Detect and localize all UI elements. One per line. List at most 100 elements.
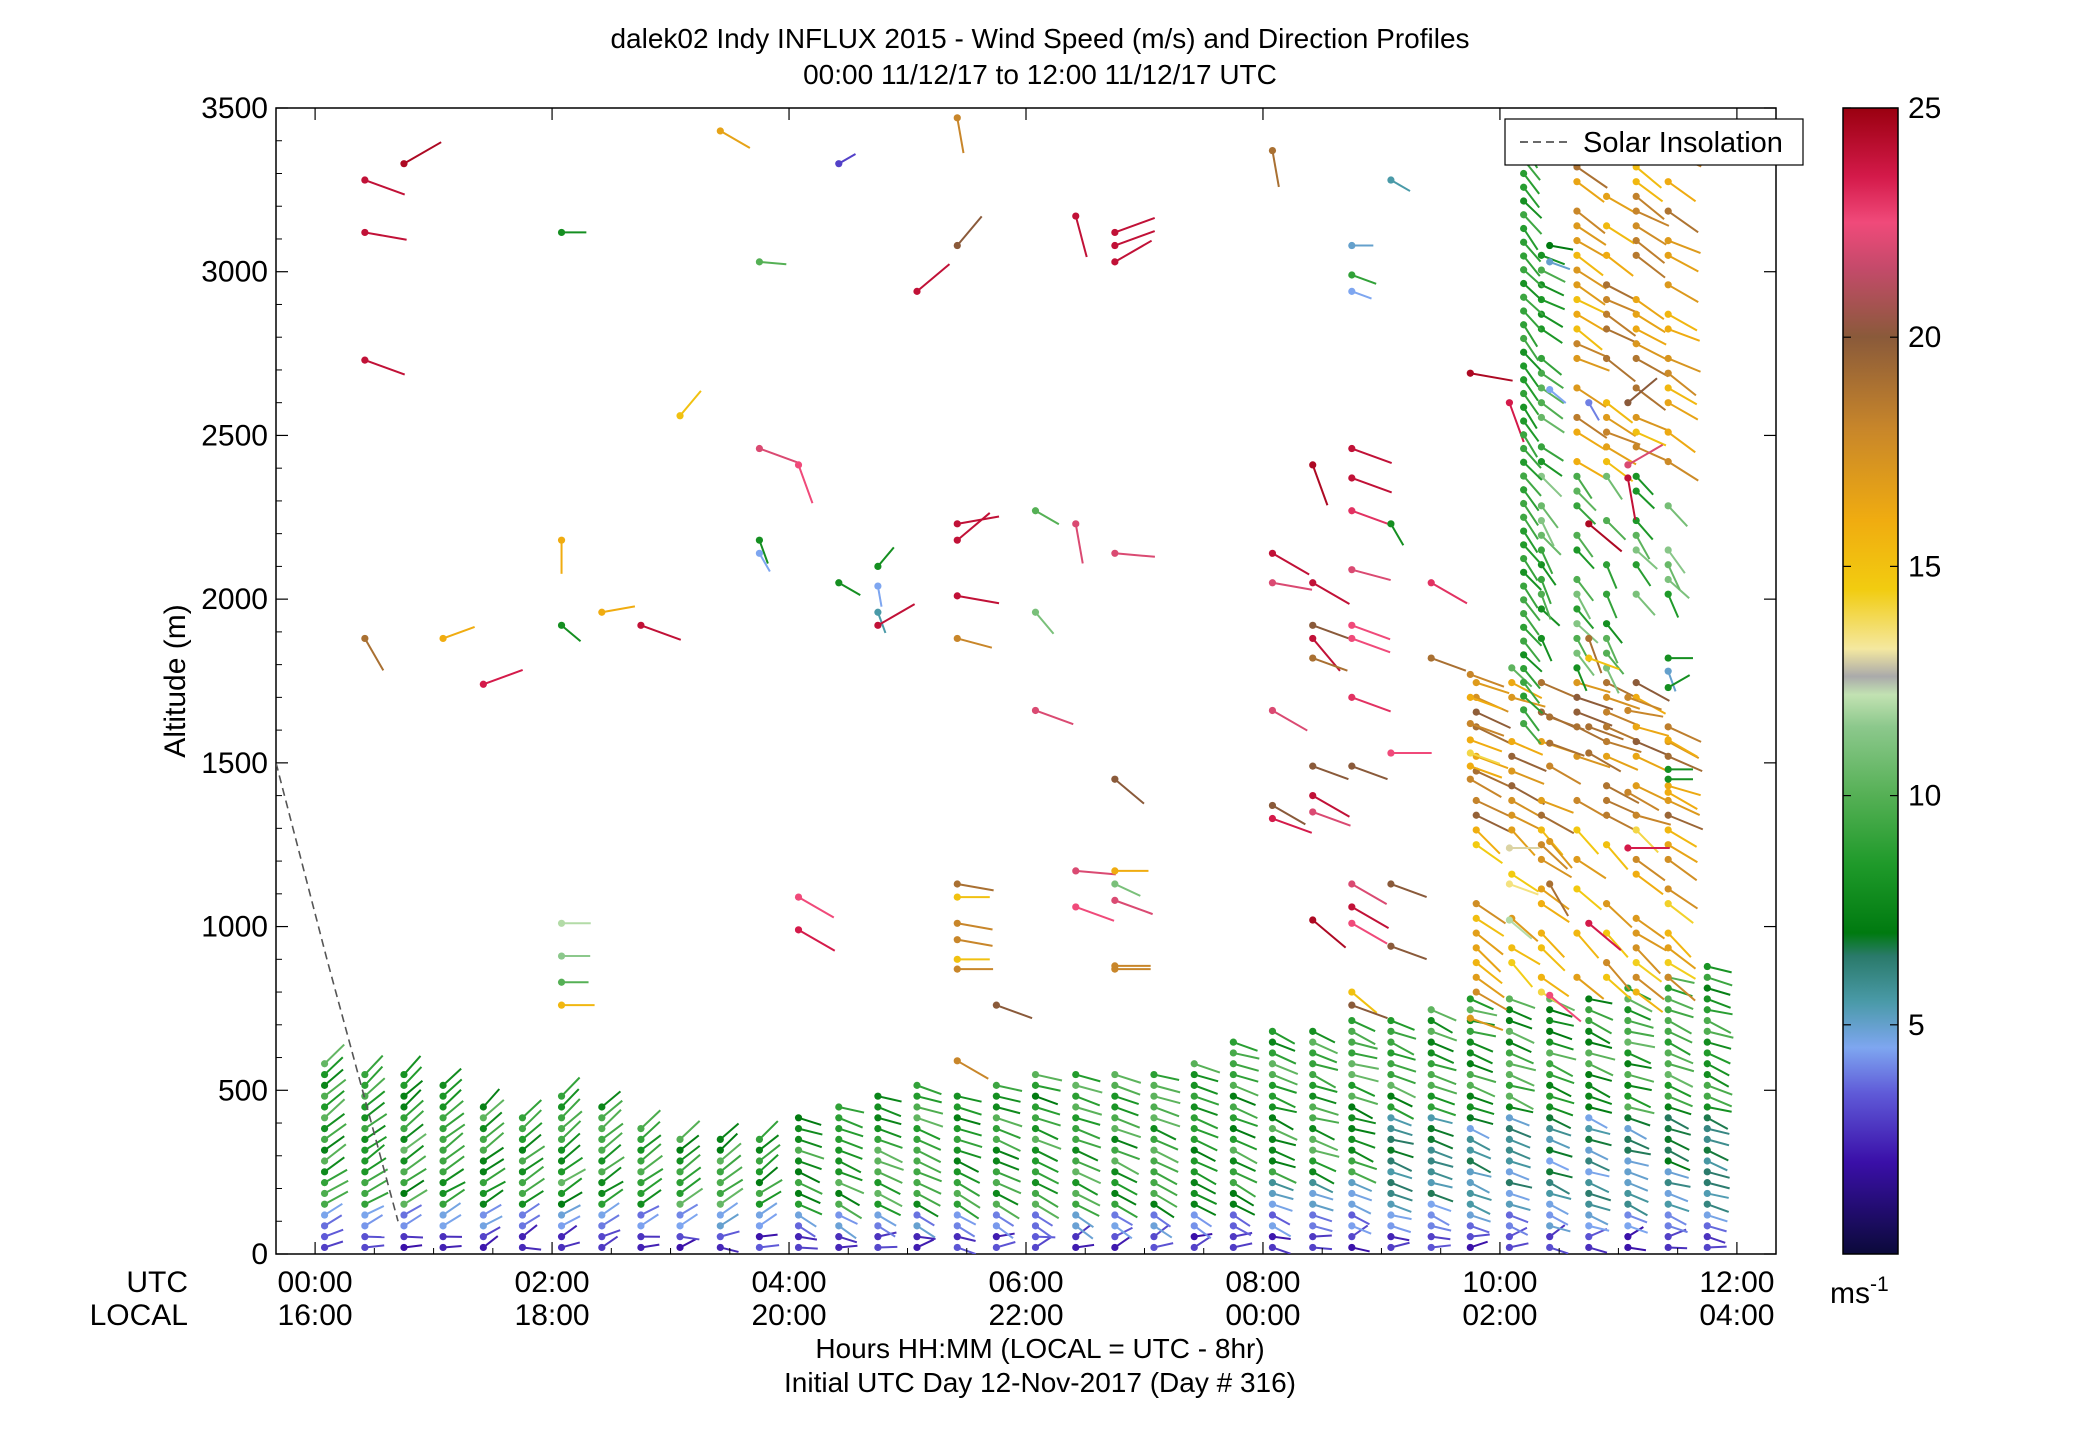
wind-point [1072,1233,1079,1240]
wind-point [1538,384,1545,391]
wind-point [1467,370,1474,377]
wind-point [1704,1114,1711,1121]
wind-point [1150,1082,1157,1089]
wind-point [993,1201,1000,1208]
wind-point [1348,1125,1355,1132]
colorbar-tick-label: 25 [1908,92,1941,125]
chart-subtitle: 00:00 11/12/17 to 12:00 11/12/17 UTC [803,59,1277,90]
wind-point [1467,995,1474,1002]
wind-point [480,1136,487,1143]
wind-point [717,1201,724,1208]
wind-point [480,1233,487,1240]
wind-point [1032,1157,1039,1164]
wind-point [439,1222,446,1229]
wind-point [835,1179,842,1186]
wind-point [1624,1125,1631,1132]
wind-point [361,357,368,364]
wind-point [1520,362,1527,369]
wind-point [1191,1233,1198,1240]
wind-point [1520,431,1527,438]
wind-point [795,1147,802,1154]
wind-point [1428,1039,1435,1046]
y-axis-label: Altitude (m) [159,604,192,757]
wind-point [1230,1222,1237,1229]
wind-point [1387,1125,1394,1132]
wind-point [361,1136,368,1143]
wind-point [1633,723,1640,730]
wind-point [1520,170,1527,177]
wind-point [1546,1017,1553,1024]
wind-point [1665,1222,1672,1229]
wind-point [1428,1125,1435,1132]
wind-point [954,1125,961,1132]
wind-point [1309,1244,1316,1251]
wind-point [361,1244,368,1251]
wind-point [1508,826,1515,833]
wind-point [954,242,961,249]
wind-point [1633,517,1640,524]
wind-point [1624,1136,1631,1143]
wind-point [1603,252,1610,259]
wind-point [874,1179,881,1186]
wind-point [1546,1114,1553,1121]
wind-point [519,1125,526,1132]
wind-point [954,1222,961,1229]
wind-point [1546,1179,1553,1186]
wind-point [1072,1190,1079,1197]
wind-point [1665,1211,1672,1218]
wind-point [519,1114,526,1121]
wind-point [717,1168,724,1175]
wind-point [874,563,881,570]
x-tick-label-utc: 04:00 [751,1266,826,1299]
wind-point [954,1114,961,1121]
wind-point [1704,1211,1711,1218]
wind-point [993,1114,1000,1121]
wind-point [1633,252,1640,259]
wind-point [1473,679,1480,686]
wind-point [1573,266,1580,273]
wind-point [1506,1125,1513,1132]
wind-point [1603,738,1610,745]
wind-point [1428,1244,1435,1251]
wind-point [1506,1049,1513,1056]
wind-point [954,1157,961,1164]
wind-point [874,1136,881,1143]
wind-point [598,1168,605,1175]
x-axis-label-2: Initial UTC Day 12-Nov-2017 (Day # 316) [784,1367,1296,1398]
wind-point [321,1244,328,1251]
x-tick-label-utc: 12:00 [1699,1266,1774,1299]
wind-point [1387,1168,1394,1175]
wind-point [1665,668,1672,675]
wind-point [480,1114,487,1121]
wind-point [756,1211,763,1218]
wind-point [1603,414,1610,421]
wind-point [1387,1039,1394,1046]
wind-point [756,1222,763,1229]
wind-point [954,1201,961,1208]
wind-point [439,1211,446,1218]
wind-point [1387,1147,1394,1154]
wind-point [1633,473,1640,480]
wind-point [1546,1060,1553,1067]
wind-point [874,1147,881,1154]
wind-point [1573,856,1580,863]
wind-point [558,920,565,927]
wind-point [756,1244,763,1251]
wind-point [480,1157,487,1164]
wind-point [1624,1179,1631,1186]
wind-point [1230,1136,1237,1143]
wind-point [1150,1125,1157,1132]
wind-point [1309,1060,1316,1067]
wind-point [1191,1136,1198,1143]
wind-point [1348,903,1355,910]
wind-point [1573,502,1580,509]
wind-point [1191,1103,1198,1110]
y-tick-label: 500 [218,1074,268,1107]
wind-point [1191,1211,1198,1218]
wind-point [1506,1211,1513,1218]
wind-point [598,1114,605,1121]
wind-point [1633,679,1640,686]
wind-point [1585,1125,1592,1132]
wind-point [1633,738,1640,745]
wind-point [1665,311,1672,318]
